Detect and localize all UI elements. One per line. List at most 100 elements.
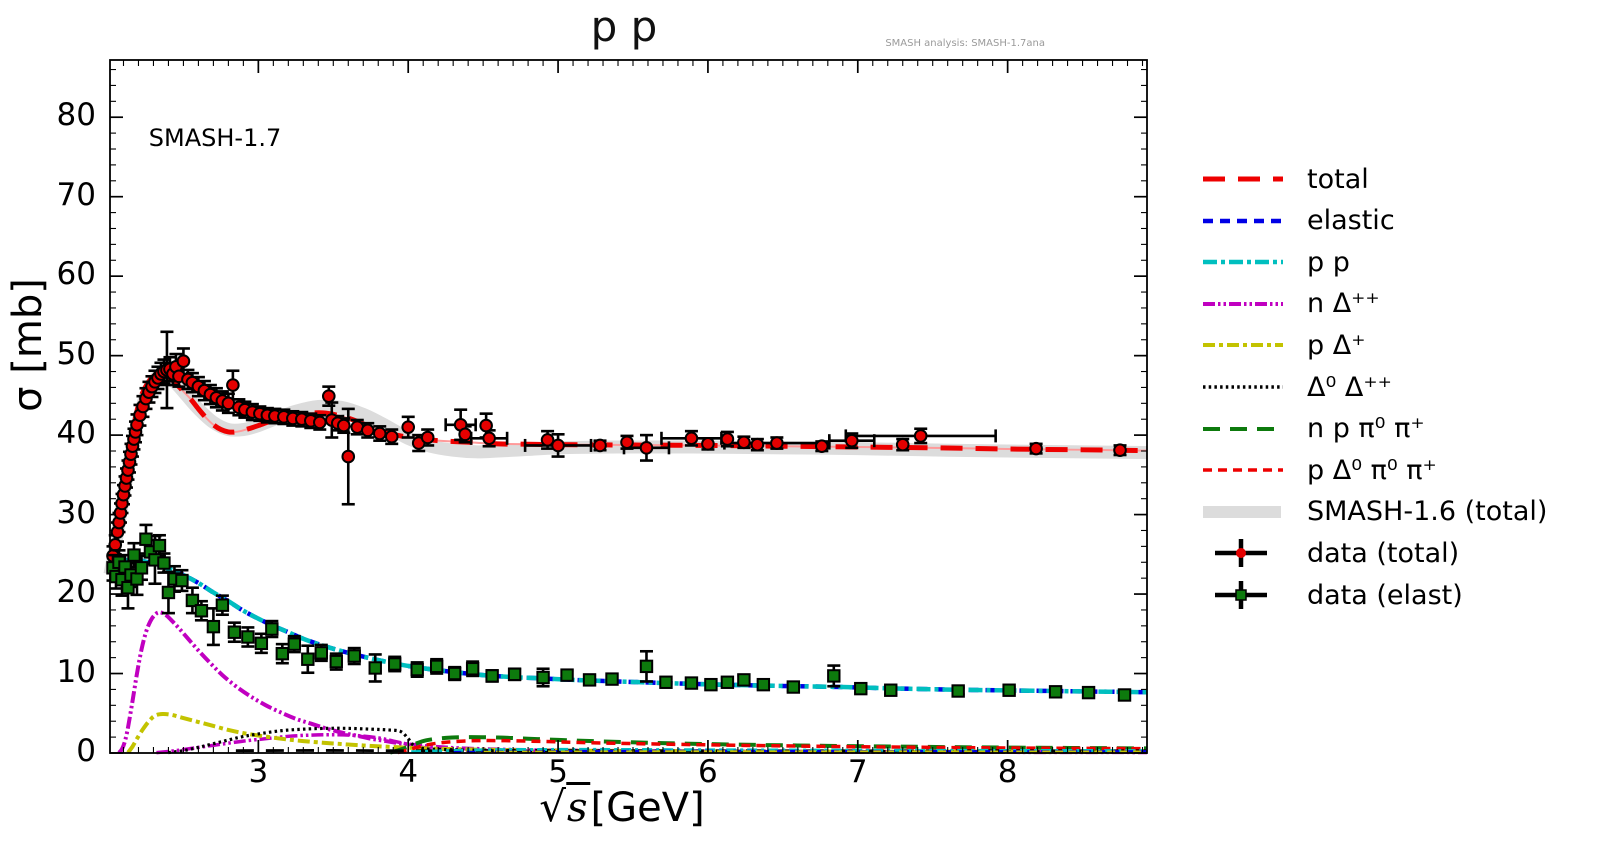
- data-point-elast: [684, 676, 699, 690]
- data-point-total: [913, 429, 928, 443]
- x-tick-label: 8: [997, 754, 1018, 790]
- legend-swatch-pp: [1203, 259, 1283, 265]
- curve-nppi: [389, 735, 1148, 755]
- legend-swatch-elastic: [1203, 218, 1283, 223]
- data-point-elast: [447, 666, 462, 681]
- data-point-total: [384, 429, 399, 444]
- curve-nz_yellow: [483, 750, 1148, 754]
- data-point-elast: [152, 538, 167, 553]
- data-point-total: [336, 418, 351, 433]
- data-point-elast: [951, 684, 965, 698]
- legend-item-pp: p p: [1170, 244, 1350, 280]
- legend-swatch-total: [1203, 176, 1283, 182]
- data-point-elast: [884, 683, 898, 697]
- data-point-total: [815, 439, 829, 454]
- legend-label-total: total: [1307, 163, 1369, 195]
- legend-title: SMASH-1.7: [148, 124, 282, 152]
- data-point-total: [176, 354, 191, 369]
- data-point-total: [321, 389, 336, 403]
- y-tick-label: 0: [76, 733, 96, 769]
- data-point-total: [420, 430, 435, 445]
- y-tick-label: 40: [56, 415, 96, 452]
- y-tick-label: 20: [56, 574, 96, 611]
- x-axis-label: √s[GeV]: [539, 782, 705, 831]
- y-tick-label: 10: [56, 653, 96, 690]
- plot-frame: [109, 59, 1148, 754]
- data-point-total: [401, 420, 416, 434]
- curve-pd0pi: [397, 738, 1148, 755]
- data-point-elast: [215, 598, 230, 612]
- legend-item-nppi: n p π⁰ π⁺: [1170, 411, 1425, 447]
- sqrt-radical: √: [539, 782, 567, 831]
- data-point-elast: [206, 619, 221, 634]
- legend-label-pp: p p: [1307, 246, 1350, 278]
- legend-swatch-ndpp: [1203, 301, 1283, 306]
- legend-item-ndpp: n Δ⁺⁺: [1170, 286, 1380, 322]
- x-tick-label: 7: [847, 754, 868, 790]
- data-point-elast: [536, 670, 550, 685]
- sqrt-symbol: s: [566, 782, 591, 831]
- data-point-elast: [185, 593, 200, 608]
- data-point-elast: [194, 604, 209, 618]
- data-point-total: [720, 432, 735, 446]
- legend-item-band: SMASH-1.6 (total): [1170, 494, 1547, 530]
- data-point-total: [341, 449, 356, 464]
- y-tick-label: 80: [56, 97, 96, 134]
- data-point-elast: [1002, 683, 1016, 697]
- data-point-elast: [265, 622, 279, 636]
- legend-label-elastic: elastic: [1307, 205, 1395, 237]
- legend-label-d0dpp: Δ⁰ Δ⁺⁺: [1307, 371, 1392, 403]
- data-point-total: [895, 437, 910, 452]
- data-point-elast: [329, 654, 343, 669]
- plot-title: p p: [590, 2, 658, 51]
- data-point-total: [551, 438, 565, 453]
- data-point-total: [372, 426, 387, 441]
- data-point-elast: [1081, 685, 1096, 700]
- data-point-total: [1113, 443, 1127, 458]
- data-point-elast: [720, 675, 735, 689]
- data-point-elast: [347, 649, 361, 663]
- legend-item-elastic: elastic: [1170, 203, 1395, 239]
- data-point-elast: [507, 667, 522, 682]
- legend-item-pdp: p Δ⁺: [1170, 327, 1365, 363]
- data-point-elast: [485, 669, 499, 683]
- data-point-elast: [410, 662, 424, 677]
- x-axis-unit: [GeV]: [590, 785, 705, 831]
- data-point-elast: [157, 556, 171, 570]
- data-point-total: [479, 418, 493, 433]
- y-tick-label: 30: [56, 494, 96, 531]
- data-point-elast: [827, 669, 841, 683]
- data-point-total: [360, 423, 375, 438]
- legend-label-data-elast: data (elast): [1307, 579, 1463, 611]
- x-tick-label: 3: [248, 754, 269, 790]
- data-point-total: [684, 431, 699, 446]
- data-point-total: [312, 415, 327, 430]
- data-point-total: [540, 433, 555, 447]
- data-point-elast: [465, 662, 480, 676]
- data-point-total: [108, 537, 123, 552]
- data-point-elast: [1117, 688, 1132, 702]
- data-point-elast: [139, 532, 153, 546]
- legend-item-total: total: [1170, 161, 1369, 197]
- curve-band: [103, 368, 1148, 576]
- x-tick-label: 4: [398, 754, 419, 790]
- curve-total: [107, 370, 1148, 567]
- data-point-elast: [301, 652, 315, 666]
- data-point-total: [620, 435, 634, 450]
- data-point-elast: [368, 661, 382, 675]
- data-point-total: [639, 441, 654, 455]
- data-point-elast: [582, 673, 597, 687]
- x-tick-label: 5: [548, 754, 568, 790]
- data-point-total: [737, 435, 751, 450]
- data-point-elast: [287, 637, 302, 651]
- data-point-total: [458, 427, 472, 442]
- legend-swatch-band: [1203, 505, 1281, 518]
- legend-swatch-data_elast: [1215, 581, 1267, 609]
- curve-ndpp: [117, 610, 1148, 755]
- data-point-elast: [134, 561, 149, 575]
- data-point-elast: [275, 646, 290, 661]
- data-point-elast: [314, 646, 328, 660]
- data-point-elast: [854, 681, 868, 696]
